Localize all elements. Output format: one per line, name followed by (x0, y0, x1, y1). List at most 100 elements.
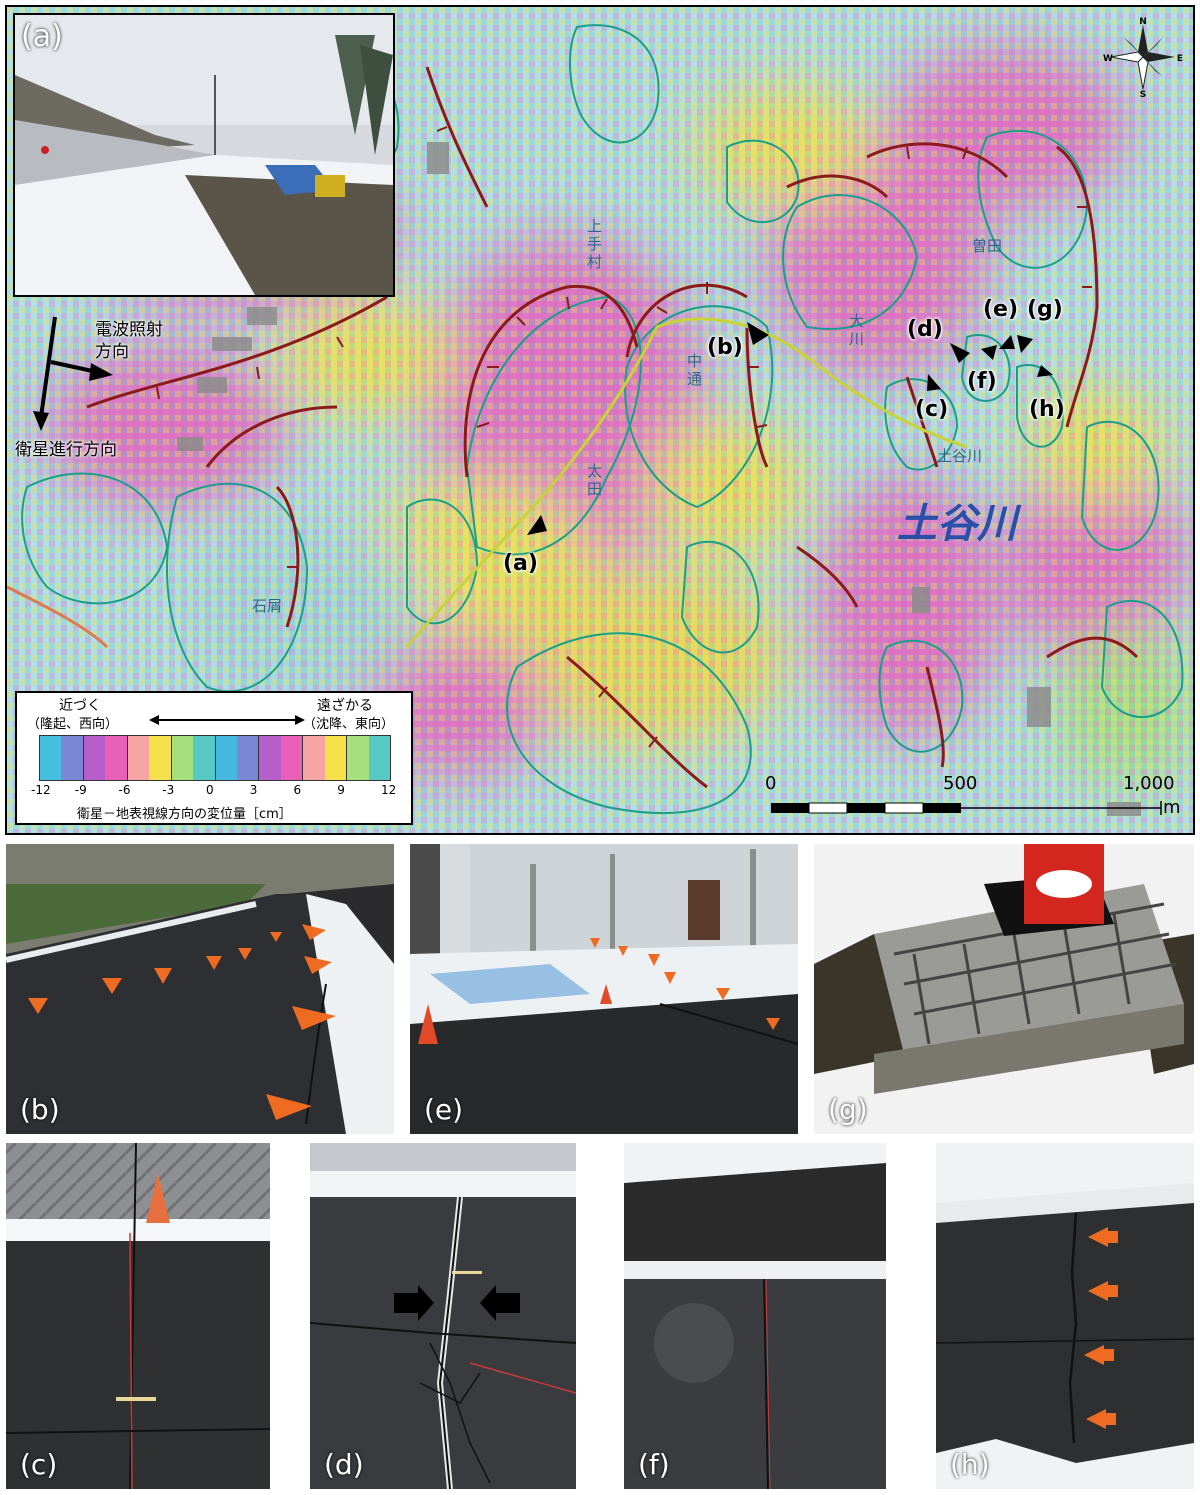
arrow-h (1037, 365, 1053, 377)
arrow-b (747, 322, 769, 345)
photo-a-label: (a) (21, 19, 63, 54)
arrow-f (999, 335, 1015, 349)
photo-d-label: (d) (324, 1448, 364, 1481)
satellite-direction-arrows (33, 316, 113, 431)
place-label-soda: 曽田 (972, 237, 1003, 255)
place-label-nakadori: 中通 (687, 352, 703, 388)
scale-unit: m (1163, 797, 1181, 818)
legend-color-swatch (324, 736, 347, 780)
displacement-map: (a) N S W E 電波照射 方向 衛星進行方向 上手村 中通 太田 石屑 … (5, 5, 1195, 835)
photo-h-label: (h) (950, 1448, 990, 1481)
photo-c-label: (c) (20, 1448, 58, 1481)
scale-label-500: 500 (943, 773, 978, 794)
photo-e: (e) (410, 844, 798, 1134)
photo-e-label: (e) (424, 1093, 464, 1126)
legend-tick-label: 9 (337, 783, 345, 797)
marker-label-c: (c) (915, 397, 949, 422)
legend-tick-label: -12 (31, 783, 51, 797)
legend-color-swatch (346, 736, 369, 780)
legend-caption: 衛星－地表視線方向の変位量［cm］ (77, 807, 292, 822)
legend-color-swatch (368, 736, 390, 780)
legend-color-swatch (126, 736, 150, 780)
legend-color-swatch (236, 736, 259, 780)
compass-n: N (1139, 17, 1147, 27)
photo-g: (g) (814, 844, 1194, 1134)
legend-color-swatch (214, 736, 237, 780)
legend-ticks: -12 -9 -6 -3 0 3 6 9 12 (19, 783, 409, 799)
marker-label-e: (e) (983, 297, 1019, 322)
scale-label-0: 0 (765, 773, 777, 794)
compression-arrow-left-icon (394, 1285, 434, 1321)
legend-color-swatch (302, 736, 325, 780)
photo-g-scene (814, 844, 1194, 1134)
marker-label-h: (h) (1029, 397, 1065, 422)
place-label-tsuchiyagawa-small: 土谷川 (937, 447, 983, 465)
photo-f-scene (624, 1143, 886, 1489)
north-arrow-icon: N S W E (1103, 17, 1183, 97)
photo-c-scene (6, 1143, 270, 1489)
marker-label-g: (g) (1027, 297, 1063, 322)
place-label-ota: 太田 (587, 462, 603, 498)
photo-b-label: (b) (20, 1093, 60, 1126)
marker-label-f: (f) (967, 369, 997, 394)
legend-color-swatch (193, 736, 215, 780)
legend-color-swatch (105, 736, 127, 780)
marker-label-a: (a) (503, 551, 538, 576)
displacement-legend: 近づく （隆起、西向） 遠ざかる （沈降、東向） -12 -9 -6 -3 0 3 6 9 12… (15, 691, 413, 825)
photo-b-scene (6, 844, 394, 1134)
photo-f-label: (f) (638, 1448, 670, 1481)
photo-g-label: (g) (828, 1093, 868, 1126)
place-label-ishikuzu: 石屑 (252, 597, 283, 615)
legend-tick-label: 6 (293, 783, 302, 797)
legend-approach-sub: （隆起、西向） (27, 717, 119, 732)
legend-color-swatch (82, 736, 106, 780)
scale-label-1000: 1,000 (1123, 773, 1175, 794)
legend-color-bar (39, 735, 391, 781)
compression-arrow-right-icon (480, 1285, 520, 1321)
river-label: 土谷川 (897, 501, 1017, 547)
legend-color-swatch (170, 736, 194, 780)
legend-tick-label: 12 (381, 783, 397, 797)
legend-color-swatch (149, 736, 171, 780)
photo-e-scene (410, 844, 798, 1134)
satellite-direction-label: 衛星進行方向 (15, 440, 117, 460)
arrow-d (950, 343, 970, 363)
place-label-okawa: 大川 (849, 312, 865, 348)
arrow-a (527, 515, 547, 535)
legend-color-swatch (40, 736, 62, 780)
photo-a-scene (15, 15, 393, 295)
photo-h-scene (936, 1143, 1194, 1489)
legend-recede-sub: （沈降、東向） (303, 717, 395, 732)
legend-tick-label: -3 (162, 783, 175, 797)
photo-d: (d) (310, 1143, 576, 1489)
legend-approach: 近づく (59, 698, 101, 714)
scale-bar: 0 500 1,000 m (765, 773, 1185, 823)
scale-bar-graphic (771, 801, 1162, 815)
photo-h: (h) (936, 1143, 1194, 1489)
compass-s: S (1140, 90, 1146, 97)
legend-color-swatch (258, 736, 281, 780)
legend-recede: 遠ざかる (317, 698, 373, 714)
observation-arrows (527, 322, 1053, 535)
photo-f: (f) (624, 1143, 886, 1489)
marker-label-d: (d) (907, 317, 943, 342)
legend-tick-label: -6 (118, 783, 131, 797)
place-label-kamitemura: 上手村 (587, 217, 603, 271)
photo-d-scene (310, 1143, 576, 1489)
legend-double-arrow (149, 715, 305, 725)
legend-color-swatch (61, 736, 83, 780)
legend-tick-label: 3 (249, 783, 258, 797)
legend-tick-label: -9 (74, 783, 87, 797)
legend-tick-label: 0 (206, 783, 214, 797)
compass-e: E (1177, 54, 1183, 64)
arrow-c (927, 374, 941, 391)
legend-color-swatch (280, 736, 303, 780)
compass-w: W (1103, 54, 1113, 64)
photo-b: (b) (6, 844, 394, 1134)
marker-label-b: (b) (707, 335, 743, 360)
photo-c: (c) (6, 1143, 270, 1489)
inset-photo-a: (a) (13, 13, 395, 297)
radar-direction-label: 電波照射 方向 (95, 320, 163, 362)
arrow-g (1017, 335, 1033, 353)
arrow-e (981, 345, 997, 360)
